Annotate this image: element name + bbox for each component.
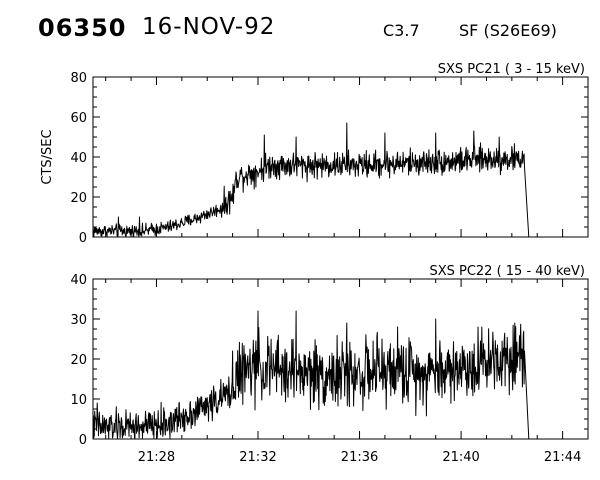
y-tick-label: 40 [70, 273, 87, 288]
x-tick-label: 21:40 [442, 450, 479, 465]
y-tick-label: 20 [70, 191, 87, 206]
x-tick-label: 21:44 [544, 450, 581, 465]
y-tick-label: 0 [79, 433, 87, 448]
y-tick-label: 40 [70, 151, 87, 166]
y-tick-label: 30 [70, 313, 87, 328]
panel-title: SXS PC22 ( 15 - 40 keV) [429, 264, 585, 279]
series-line-2 [92, 310, 530, 440]
event-id: 06350 [38, 14, 127, 42]
y-axis-label: CTS/SEC [40, 129, 55, 184]
flare-class: C3.7 [383, 21, 420, 40]
x-tick-label: 21:32 [239, 450, 276, 465]
x-tick-label: 21:28 [138, 450, 175, 465]
y-tick-label: 60 [70, 111, 87, 126]
event-date: 16-NOV-92 [142, 14, 276, 40]
y-tick-label: 20 [70, 353, 87, 368]
series-line-1 [92, 122, 530, 238]
chart-panel-2: SXS PC22 ( 15 - 40 keV) 0 10 20 30 40 21:28 21:… [70, 264, 589, 465]
chart-panel-1: SXS PC21 ( 3 - 15 keV) 0 20 40 60 80 CTS/SEC [40, 62, 589, 246]
y-tick-label: 80 [70, 71, 87, 86]
panel-title: SXS PC21 ( 3 - 15 keV) [438, 62, 585, 77]
flare-location: SF (S26E69) [459, 21, 557, 40]
x-tick-label: 21:36 [341, 450, 378, 465]
y-tick-label: 10 [70, 393, 87, 408]
y-tick-label: 0 [79, 231, 87, 246]
